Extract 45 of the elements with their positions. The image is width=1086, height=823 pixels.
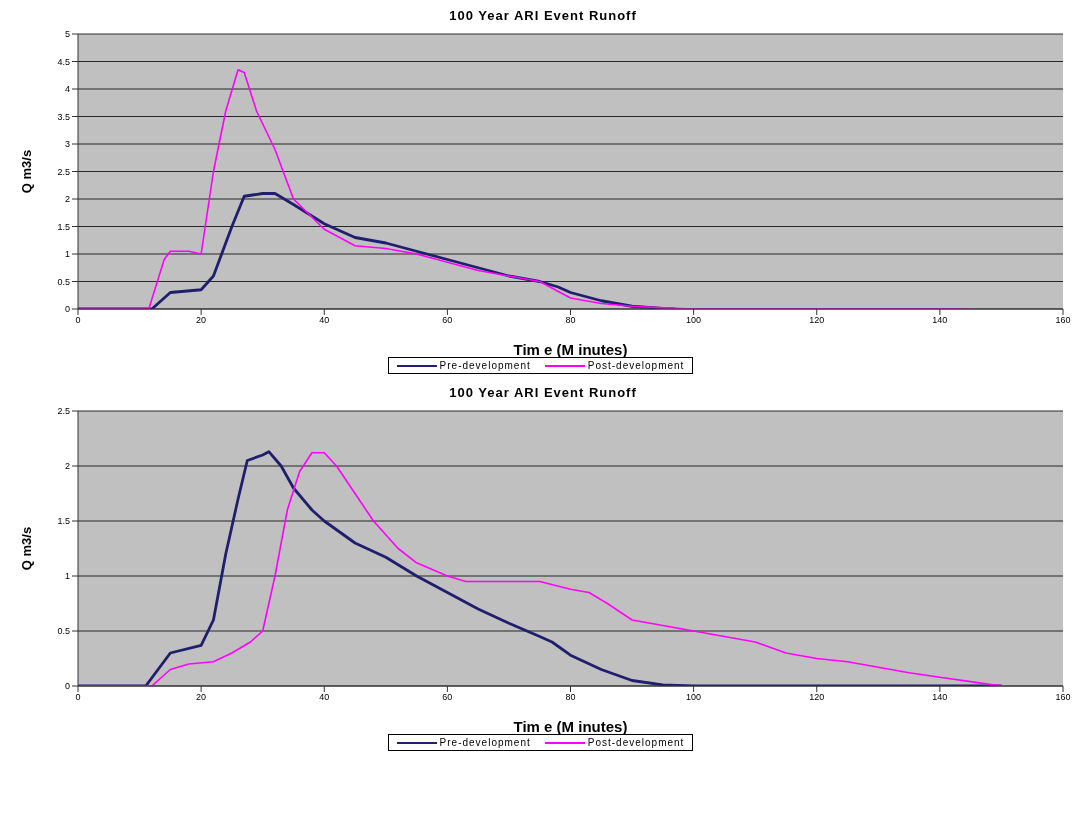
x-tick-label: 40 bbox=[319, 692, 330, 703]
x-tick-label: 60 bbox=[442, 692, 453, 703]
x-tick-label: 100 bbox=[686, 692, 702, 703]
legend-label: Pre-development bbox=[438, 360, 531, 371]
x-tick-label: 20 bbox=[196, 315, 207, 326]
y-axis-title: Q m3/s bbox=[18, 526, 34, 571]
chart-title: 100 Year ARI Event Runoff bbox=[448, 8, 638, 23]
y-tick-label: 0 bbox=[64, 304, 70, 315]
y-tick-label: 0.5 bbox=[57, 276, 70, 287]
y-tick-label: 3 bbox=[64, 139, 70, 150]
y-tick-label: 2 bbox=[64, 194, 70, 205]
y-tick-label: 1.5 bbox=[57, 221, 70, 232]
x-tick-label: 160 bbox=[1055, 692, 1071, 703]
legend-label: Pre-development bbox=[438, 737, 531, 748]
y-tick-label: 0 bbox=[64, 681, 70, 692]
y-tick-label: 5 bbox=[64, 29, 70, 40]
legend-label: Post-development bbox=[586, 360, 685, 371]
x-tick-label: 140 bbox=[932, 692, 948, 703]
y-tick-label: 1.5 bbox=[57, 516, 70, 527]
y-tick-label: 2 bbox=[64, 461, 70, 472]
legend-label: Post-development bbox=[586, 737, 685, 748]
x-tick-label: 0 bbox=[75, 315, 81, 326]
x-tick-label: 80 bbox=[565, 692, 576, 703]
chart-title: 100 Year ARI Event Runoff bbox=[448, 385, 638, 400]
x-tick-label: 120 bbox=[809, 692, 825, 703]
y-tick-label: 2.5 bbox=[57, 406, 70, 417]
y-tick-label: 0.5 bbox=[57, 626, 70, 637]
y-tick-label: 2.5 bbox=[57, 166, 70, 177]
x-tick-label: 60 bbox=[442, 315, 453, 326]
x-tick-label: 120 bbox=[809, 315, 825, 326]
x-tick-label: 140 bbox=[932, 315, 948, 326]
x-tick-label: 40 bbox=[319, 315, 330, 326]
y-tick-label: 4 bbox=[64, 84, 70, 95]
x-axis-title: Tim e (M inutes) bbox=[513, 718, 628, 735]
x-tick-label: 80 bbox=[565, 315, 576, 326]
x-axis-title: Tim e (M inutes) bbox=[513, 341, 628, 358]
x-tick-label: 160 bbox=[1055, 315, 1071, 326]
y-tick-label: 1 bbox=[64, 571, 70, 582]
x-tick-label: 100 bbox=[686, 315, 702, 326]
y-tick-label: 1 bbox=[64, 249, 70, 260]
y-axis-title: Q m3/s bbox=[18, 149, 34, 194]
x-tick-label: 0 bbox=[75, 692, 81, 703]
x-tick-label: 20 bbox=[196, 692, 207, 703]
y-tick-label: 4.5 bbox=[57, 56, 70, 67]
y-tick-label: 3.5 bbox=[57, 111, 70, 122]
